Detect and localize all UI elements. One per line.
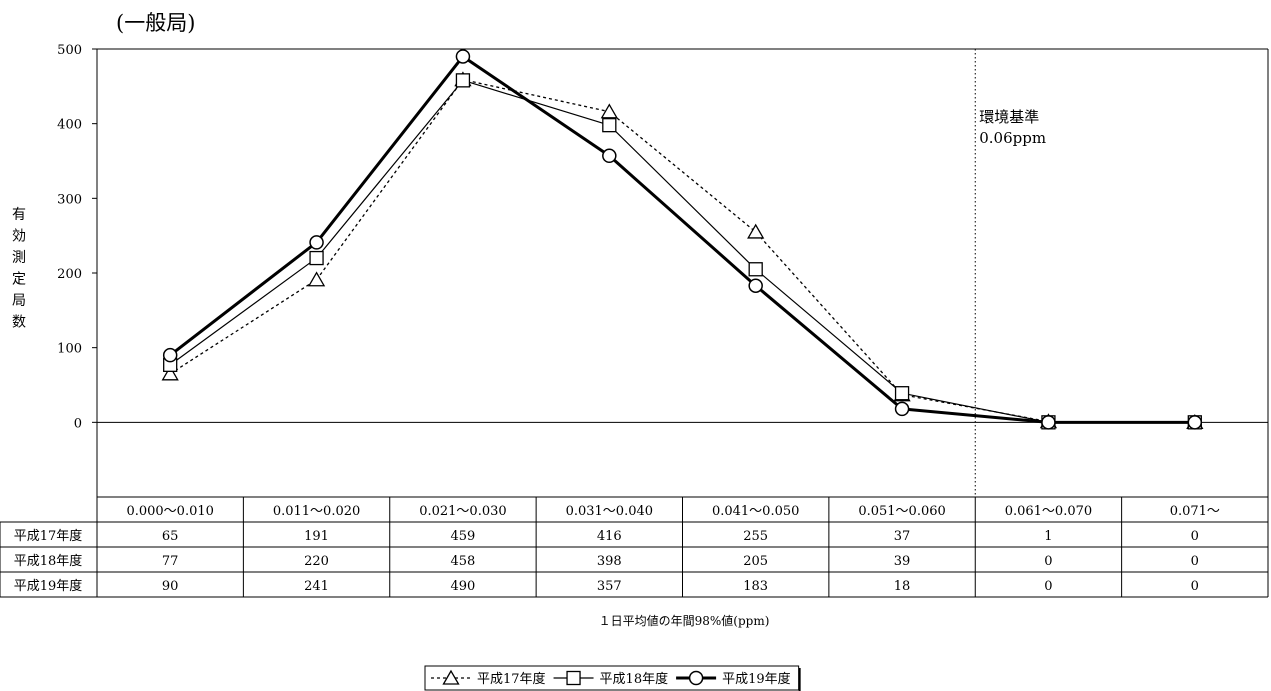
x-category-label: 0.000～0.010 bbox=[126, 504, 213, 519]
table-cell-value: 37 bbox=[894, 529, 911, 544]
table-cell-value: 90 bbox=[162, 579, 179, 594]
x-category-label: 0.051～0.060 bbox=[858, 504, 945, 519]
data-point-triangle bbox=[600, 103, 618, 119]
series-2 bbox=[169, 79, 1195, 423]
data-point-circle bbox=[1041, 415, 1056, 430]
data-point-square bbox=[748, 262, 763, 277]
table-cell-value: 0 bbox=[1044, 579, 1052, 594]
data-point-square bbox=[602, 118, 617, 133]
legend-label: 平成17年度 bbox=[477, 671, 546, 687]
x-category-label: 0.031～0.040 bbox=[566, 504, 653, 519]
data-point-triangle bbox=[161, 365, 179, 381]
y-tick-label: 100 bbox=[57, 342, 82, 357]
data-point-square bbox=[894, 386, 910, 401]
data-point-triangle bbox=[747, 223, 765, 239]
y-tick-labels: 0 100 200 300 400 500 bbox=[57, 43, 97, 431]
y-axis-label-char: 定 bbox=[12, 272, 26, 288]
legend-label: 平成18年度 bbox=[600, 671, 669, 687]
legend-label: 平成19年度 bbox=[722, 671, 791, 687]
x-category-label: 0.021～0.030 bbox=[419, 504, 506, 519]
y-axis-label-char: 数 bbox=[12, 315, 26, 331]
table-row-header: 平成17年度 bbox=[14, 528, 83, 544]
series-line bbox=[169, 79, 1195, 423]
data-point-circle bbox=[602, 148, 617, 164]
data-point-circle bbox=[894, 401, 910, 417]
standard-label: 環境基準 bbox=[979, 108, 1039, 126]
x-category-label: 0.011～0.020 bbox=[273, 504, 360, 519]
data-point-circle bbox=[455, 49, 471, 64]
table-cell-value: 65 bbox=[162, 529, 179, 544]
y-axis-label-char: 測 bbox=[12, 250, 26, 266]
legend-marker-triangle bbox=[442, 669, 460, 685]
legend-marker-square bbox=[566, 670, 581, 686]
data-table: 0.000～0.010 0.011～0.020 0.021～0.030 0.031～0… bbox=[0, 496, 1269, 598]
series-3 bbox=[169, 54, 1195, 424]
y-tick-label: 400 bbox=[57, 118, 82, 133]
legend: 平成17年度 平成18年度 平成19年度 bbox=[424, 665, 801, 691]
data-point-circle bbox=[162, 347, 178, 363]
table-cell-value: 191 bbox=[304, 529, 329, 544]
y-tick-label: 300 bbox=[57, 192, 82, 207]
table-cell-value: 220 bbox=[304, 554, 329, 569]
plot-area: 環境基準 0.06ppm bbox=[96, 48, 1269, 497]
legend-box bbox=[424, 665, 800, 691]
table-cell-value: 183 bbox=[743, 579, 768, 594]
table-row-header: 平成18年度 bbox=[14, 553, 83, 569]
table-cell-value: 205 bbox=[743, 554, 768, 569]
y-tick-label: 0 bbox=[74, 416, 82, 431]
table-cell-value: 458 bbox=[451, 554, 476, 569]
table-row-header: 平成19年度 bbox=[14, 578, 83, 594]
series-1-markers bbox=[161, 71, 1204, 429]
y-axis-label-char: 効 bbox=[12, 229, 26, 245]
data-point-circle bbox=[1187, 415, 1203, 430]
x-category-label: 0.041～0.050 bbox=[712, 504, 799, 519]
table-cell-value: 0 bbox=[1191, 529, 1199, 544]
y-axis-label-char: 有 bbox=[12, 207, 26, 223]
series-2-markers bbox=[163, 73, 1202, 430]
table-cell-value: 490 bbox=[451, 579, 476, 594]
chart-title: (一般局) bbox=[116, 11, 195, 35]
data-point-square bbox=[309, 250, 324, 266]
series-line bbox=[169, 54, 1195, 424]
table-cell-value: 398 bbox=[597, 554, 622, 569]
x-category-label: 0.071～ bbox=[1170, 504, 1220, 519]
y-axis-label-char: 局 bbox=[12, 293, 26, 309]
legend-marker-circle bbox=[688, 670, 704, 686]
table-cell-value: 0 bbox=[1191, 579, 1199, 594]
y-tick-label: 500 bbox=[57, 43, 82, 58]
table-cell-value: 357 bbox=[597, 579, 622, 594]
table-cell-value: 1 bbox=[1044, 529, 1052, 544]
x-axis-label: １日平均値の年間98%値(ppm) bbox=[599, 613, 770, 628]
table-cell-value: 39 bbox=[894, 554, 911, 569]
table-cell-value: 0 bbox=[1191, 554, 1199, 569]
table-cell-value: 0 bbox=[1044, 554, 1052, 569]
data-point-square bbox=[455, 73, 471, 88]
y-tick-label: 200 bbox=[57, 267, 82, 282]
table-cell-value: 77 bbox=[162, 554, 179, 569]
data-point-circle bbox=[309, 235, 324, 250]
table-cell-value: 459 bbox=[451, 529, 476, 544]
standard-label: 0.06ppm bbox=[979, 129, 1046, 147]
data-point-circle bbox=[748, 278, 763, 293]
series-3-markers bbox=[162, 49, 1203, 430]
table-cell-value: 241 bbox=[304, 579, 329, 594]
data-point-triangle bbox=[307, 271, 326, 287]
table-cell-value: 18 bbox=[894, 579, 911, 594]
x-category-label: 0.061～0.070 bbox=[1005, 504, 1092, 519]
table-cell-value: 416 bbox=[597, 529, 622, 544]
table-cell-value: 255 bbox=[743, 529, 768, 544]
